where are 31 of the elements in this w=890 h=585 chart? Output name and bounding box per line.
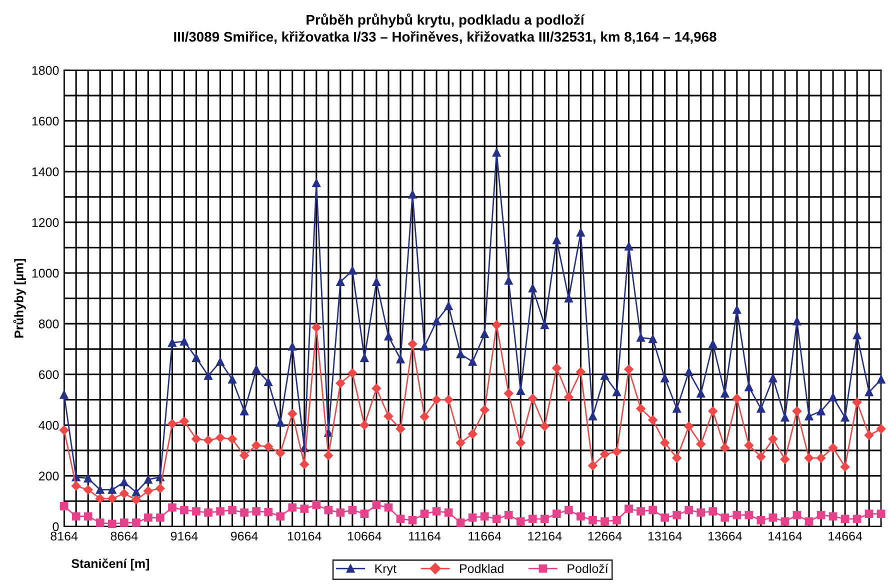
y-tick-label: 1800 [32, 66, 59, 75]
chart-subtitle: III/3089 Smiřice, křižovatka I/33 – Hořiněves, křižovatka III/32531, km 8,164 – 14,968 [174, 31, 716, 44]
x-tick-label: 13664 [708, 532, 742, 541]
y-tick-label: 1400 [32, 167, 59, 176]
x-tick-label: 10664 [348, 532, 382, 541]
y-tick-label: 400 [38, 420, 59, 430]
x-tick-label: 12164 [528, 532, 562, 541]
legend-label: Podklad [460, 564, 504, 574]
y-tick-label: 200 [38, 472, 59, 480]
x-tick-label: 11664 [468, 532, 502, 541]
y-tick-label: 1200 [32, 218, 59, 227]
x-tick-label: 14164 [768, 532, 802, 541]
legend-label: Podloží [568, 564, 608, 574]
y-tick-label: 600 [39, 370, 59, 380]
y-tick-label: 0 [52, 522, 59, 532]
y-tick-label: 800 [38, 320, 59, 328]
x-tick-label: 8664 [110, 532, 138, 541]
x-axis-title: Staničení [m] [72, 558, 149, 570]
x-tick-label: 14664 [828, 532, 862, 541]
x-tick-label: 9164 [170, 532, 198, 541]
x-tick-label: 8164 [50, 532, 78, 541]
x-tick-label: 13164 [648, 532, 682, 541]
legend-label: Kryt [375, 564, 396, 576]
y-tick-label: 1600 [32, 116, 59, 126]
chart-title: Průběh průhybů krytu, podkladu a podloží [306, 13, 585, 28]
x-tick-label: 9664 [230, 532, 258, 541]
x-tick-label: 11164 [409, 532, 441, 541]
x-tick-label: 12664 [588, 532, 622, 541]
x-tick-label: 10164 [288, 532, 322, 541]
y-axis-title: Průhyby [µm] [13, 258, 26, 338]
y-tick-label: 1000 [32, 268, 59, 278]
